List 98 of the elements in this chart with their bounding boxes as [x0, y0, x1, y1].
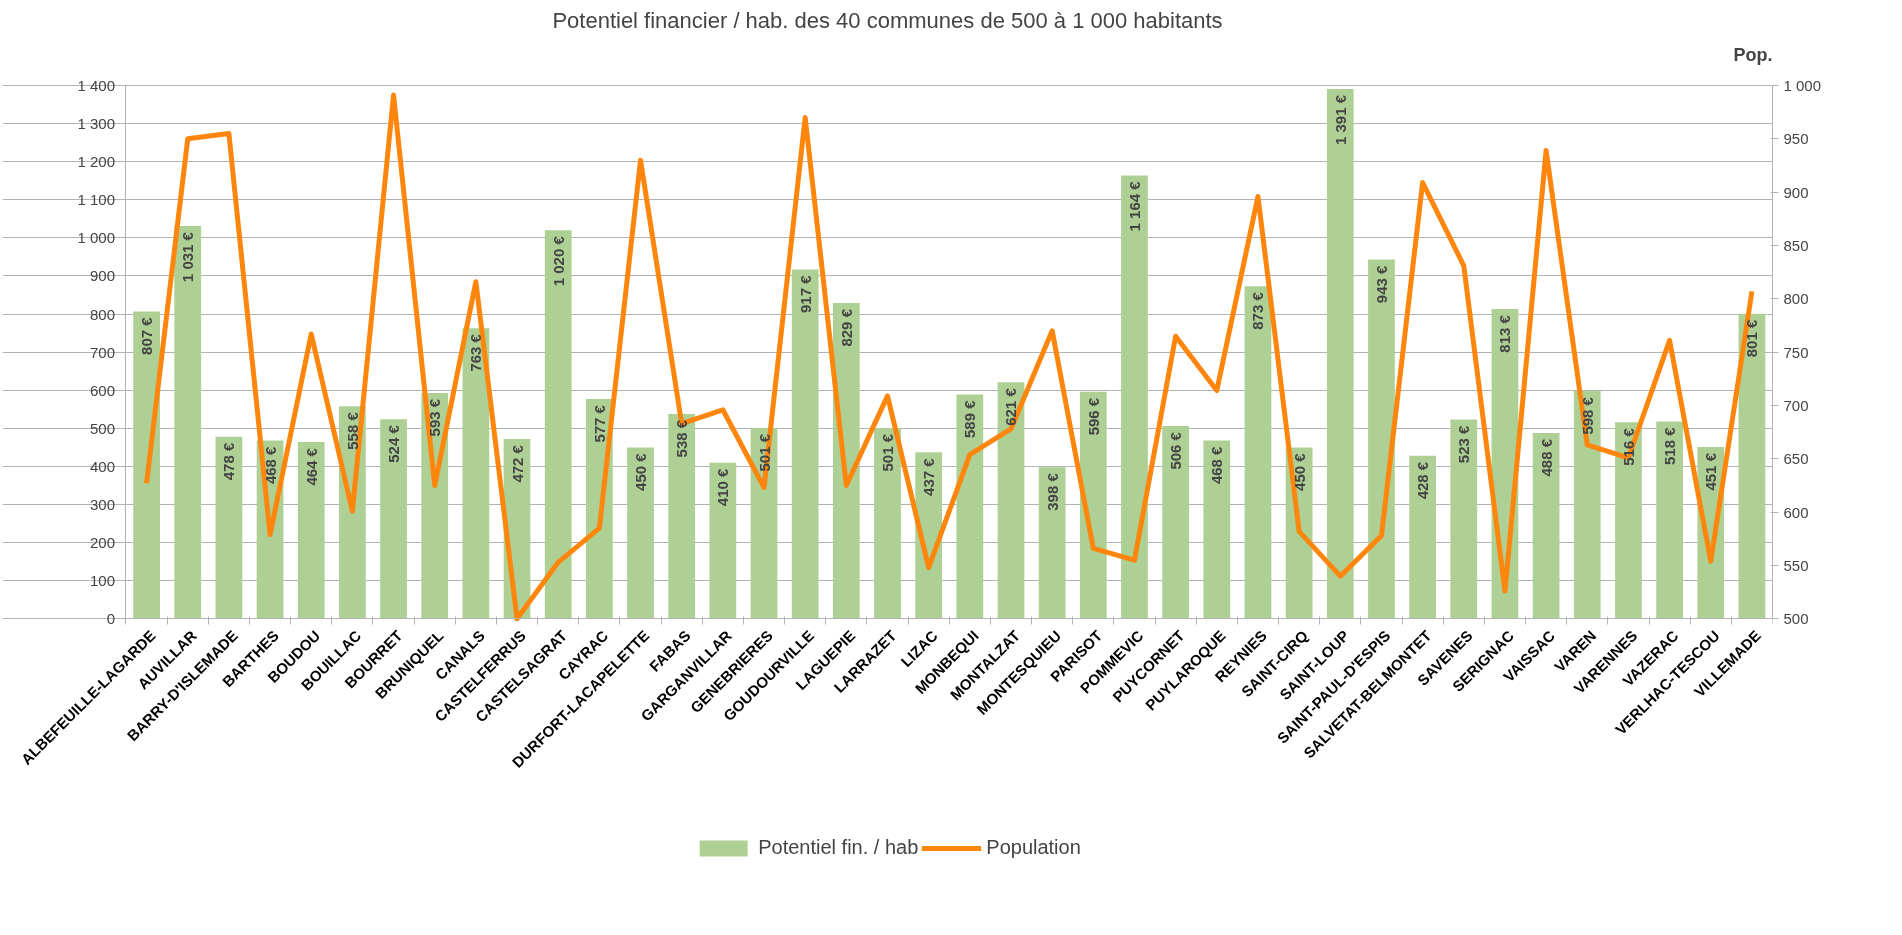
data-label: 813 € [1496, 314, 1514, 353]
data-label: 943 € [1372, 264, 1390, 304]
y-tick-label: 800 [89, 305, 115, 323]
bar [1656, 421, 1683, 619]
data-label: 501 € [879, 433, 896, 472]
data-label: 829 € [837, 308, 855, 347]
data-label: 807 € [138, 316, 156, 355]
y2-tick-label: 950 [1783, 130, 1809, 148]
y-tick-label: 1 100 [77, 191, 115, 209]
data-label: 516 € [1619, 427, 1637, 466]
y-tick-label: 0 [106, 610, 115, 628]
legend-label: Potentiel fin. / hab [758, 836, 919, 859]
data-label: 488 € [1537, 438, 1555, 477]
y2-tick-label: 600 [1783, 503, 1809, 521]
bar [1121, 175, 1148, 619]
data-label: 763 € [467, 333, 485, 372]
bar [791, 269, 819, 619]
bar [297, 442, 325, 619]
data-label: 577 € [590, 404, 608, 443]
bar [1244, 286, 1272, 619]
y-tick-label: 400 [89, 457, 115, 475]
bar [1162, 426, 1190, 619]
y2-axis-title: Pop. [1733, 44, 1773, 65]
bar [462, 328, 490, 619]
y2-tick-label: 500 [1783, 610, 1809, 628]
data-label: 450 € [632, 452, 650, 491]
data-label: 1 031 € [179, 231, 197, 283]
bar [874, 427, 901, 619]
y-tick-label: 500 [89, 419, 115, 437]
data-label: 468 € [1208, 445, 1226, 485]
data-label: 468 € [261, 445, 279, 485]
y2-tick-label: 750 [1783, 343, 1809, 361]
data-label: 598 € [1578, 396, 1596, 435]
y-tick-label: 1 300 [77, 115, 115, 133]
y-tick-label: 1 000 [77, 229, 115, 247]
data-label: 621 € [1002, 387, 1020, 426]
data-label: 501 € [755, 433, 773, 472]
y2-tick-label: 550 [1783, 557, 1809, 574]
y2-tick-label: 1 000 [1783, 77, 1822, 94]
y-tick-label: 600 [89, 381, 115, 399]
y2-tick-label: 800 [1783, 290, 1809, 308]
bar [544, 230, 572, 619]
data-label: 524 € [385, 424, 403, 463]
bar [668, 413, 696, 619]
bar [627, 447, 654, 619]
y2-tick-label: 700 [1783, 397, 1809, 414]
y-tick-label: 700 [89, 343, 115, 361]
data-label: 464 € [302, 447, 320, 486]
bar [1532, 432, 1560, 619]
data-label: 398 € [1043, 472, 1061, 511]
data-label: 451 € [1702, 452, 1720, 491]
y-tick-label: 900 [89, 267, 115, 285]
data-label: 1 020 € [549, 235, 567, 287]
bar [133, 311, 160, 619]
data-label: 518 € [1661, 426, 1679, 466]
data-label: 506 € [1167, 431, 1185, 470]
bar [380, 419, 407, 619]
bar [997, 382, 1025, 619]
bar [1203, 440, 1231, 619]
y-tick-label: 300 [89, 496, 115, 514]
data-label: 593 € [426, 398, 444, 437]
bar [1368, 259, 1395, 619]
data-label: 523 € [1455, 424, 1473, 464]
bar [1409, 455, 1436, 619]
data-label: 478 € [220, 442, 238, 481]
bar [1738, 313, 1766, 619]
y2-tick-label: 650 [1783, 450, 1809, 468]
y-tick-label: 1 200 [77, 153, 115, 171]
data-label: 589 € [961, 399, 979, 438]
data-label: 873 € [1249, 291, 1267, 330]
data-label: 801 € [1743, 319, 1761, 358]
bar [174, 226, 202, 619]
bar [709, 462, 737, 619]
y-tick-label: 200 [89, 534, 115, 552]
bar [1615, 422, 1642, 619]
data-label: 917 € [796, 274, 814, 314]
data-label: 472 € [508, 444, 526, 483]
bar [1573, 391, 1601, 619]
y2-tick-label: 900 [1783, 183, 1809, 201]
bar [956, 394, 984, 619]
data-label: 538 € [673, 419, 691, 458]
y-tick-label: 100 [89, 572, 115, 590]
data-label: 1 391 € [1331, 94, 1349, 145]
legend-label: Population [986, 836, 1081, 859]
data-label: 1 164 € [1125, 180, 1143, 232]
bar [1450, 419, 1478, 619]
data-label: 596 € [1084, 397, 1102, 436]
bar [1326, 88, 1354, 619]
data-label: 450 € [1290, 452, 1308, 491]
bar [215, 436, 243, 619]
data-label: 410 € [714, 467, 732, 507]
data-label: 437 € [920, 457, 938, 496]
chart-title: Potentiel financier / hab. des 40 communes de 500 à 1 000 habitants [552, 7, 1223, 33]
y2-tick-label: 850 [1783, 237, 1809, 254]
bar [1038, 467, 1066, 619]
data-label: 428 € [1414, 461, 1432, 500]
y-tick-label: 1 400 [77, 77, 115, 94]
data-label: 558 € [343, 411, 361, 450]
